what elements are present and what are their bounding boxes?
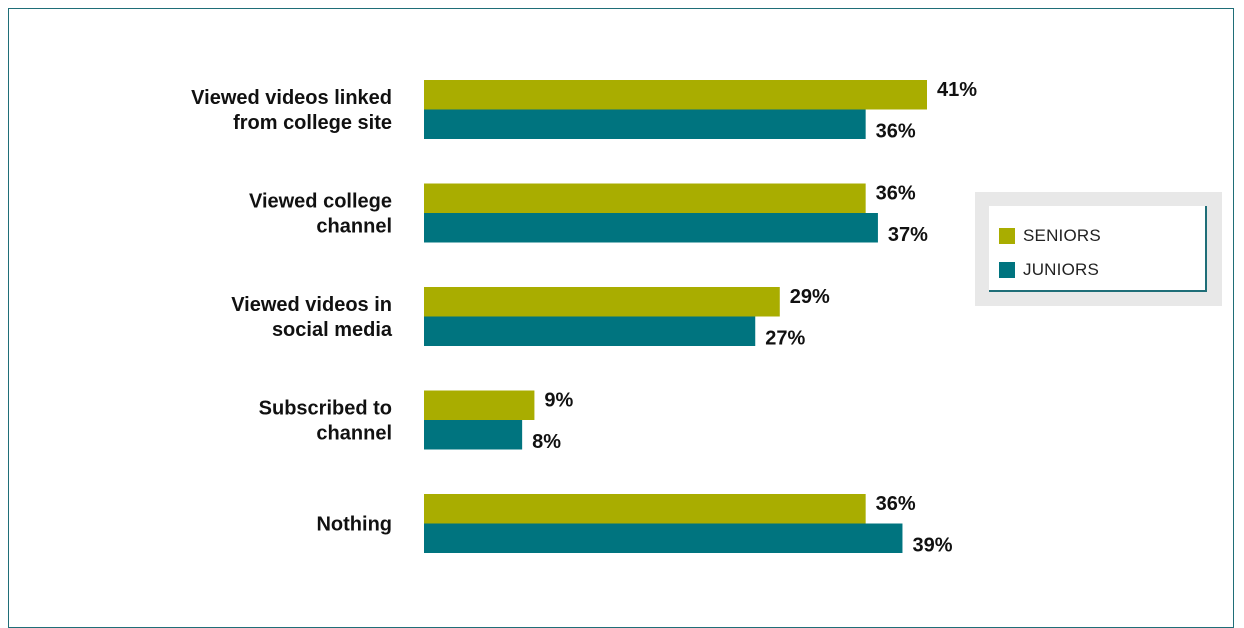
category-label: Viewed videos in <box>231 294 392 316</box>
bar-juniors <box>424 420 523 450</box>
data-label: 37% <box>888 224 928 246</box>
data-label: 9% <box>544 389 573 411</box>
category-label: Viewed college <box>249 191 392 213</box>
data-label: 36% <box>876 120 916 142</box>
legend-item-seniors: SENIORS <box>999 226 1101 246</box>
category-label: Viewed videos linked <box>191 87 392 109</box>
data-label: 39% <box>912 534 952 556</box>
bar-juniors <box>424 316 756 346</box>
bar-seniors <box>424 494 866 524</box>
bar-juniors <box>424 213 878 243</box>
legend: SENIORS JUNIORS <box>975 192 1222 306</box>
category-group: Nothing 36% 39% <box>316 493 952 557</box>
category-group: Subscribed to channel 9% 8% <box>259 389 574 453</box>
category-label: from college site <box>233 112 392 134</box>
bar-juniors <box>424 109 866 139</box>
data-label: 36% <box>876 182 916 204</box>
category-group: Viewed videos linked from college site 41%… <box>191 79 977 143</box>
category-label: Nothing <box>316 514 392 536</box>
bar-seniors <box>424 80 927 110</box>
bar-seniors <box>424 390 535 420</box>
category-label: Subscribed to <box>259 398 392 420</box>
data-label: 27% <box>765 327 805 349</box>
legend-panel: SENIORS JUNIORS <box>989 206 1207 292</box>
data-label: 36% <box>876 493 916 515</box>
legend-item-juniors: JUNIORS <box>999 260 1099 280</box>
data-label: 41% <box>937 79 977 101</box>
category-group: Viewed videos in social media 29% 27% <box>231 286 830 350</box>
category-group: Viewed college channel 36% 37% <box>249 182 928 246</box>
category-label: social media <box>272 319 393 341</box>
bar-seniors <box>424 287 780 317</box>
data-label: 8% <box>532 431 561 453</box>
legend-label-seniors: SENIORS <box>1023 226 1101 245</box>
category-label: channel <box>316 423 392 445</box>
data-label: 29% <box>790 286 830 308</box>
legend-label-juniors: JUNIORS <box>1023 260 1100 279</box>
bar-juniors <box>424 523 903 553</box>
legend-swatch-juniors <box>999 262 1015 278</box>
category-label: channel <box>316 216 392 238</box>
bar-seniors <box>424 183 866 213</box>
legend-swatch-seniors <box>999 228 1015 244</box>
